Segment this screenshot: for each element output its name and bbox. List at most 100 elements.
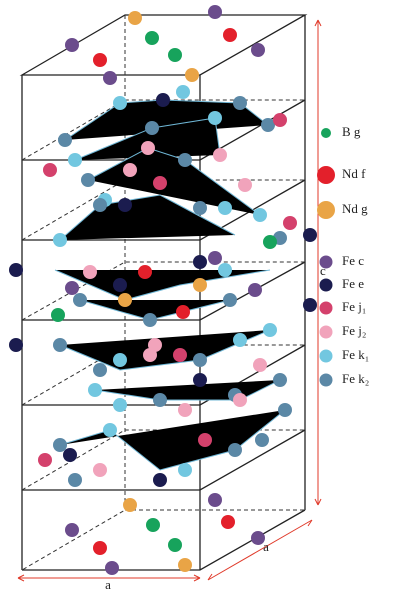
atom — [53, 438, 67, 452]
atom — [81, 173, 95, 187]
legend-marker — [320, 326, 333, 339]
legend-marker — [320, 374, 333, 387]
atom — [93, 198, 107, 212]
legend-marker — [320, 279, 333, 292]
atom — [38, 453, 52, 467]
atom — [65, 281, 79, 295]
atom — [53, 338, 67, 352]
atom — [68, 473, 82, 487]
atom — [223, 293, 237, 307]
atom — [248, 283, 262, 297]
atom — [178, 403, 192, 417]
atom — [146, 518, 160, 532]
atom — [123, 163, 137, 177]
atom — [223, 28, 237, 42]
atom — [93, 363, 107, 377]
atom — [153, 393, 167, 407]
atom — [218, 263, 232, 277]
crystal-diagram: a a c B gNd fNd gFe cFe eFe j₁Fe j₂Fe k₁… — [0, 0, 413, 594]
atom — [233, 393, 247, 407]
legend-label: B g — [342, 124, 361, 139]
atom — [208, 5, 222, 19]
atom — [9, 263, 23, 277]
atom — [178, 558, 192, 572]
atom — [113, 398, 127, 412]
atom — [253, 358, 267, 372]
atom — [193, 255, 207, 269]
atom — [65, 38, 79, 52]
atom — [93, 541, 107, 555]
atom — [148, 338, 162, 352]
atom — [153, 473, 167, 487]
atom — [218, 201, 232, 215]
atom — [83, 265, 97, 279]
atom — [193, 278, 207, 292]
atom — [138, 265, 152, 279]
legend-marker — [317, 201, 335, 219]
atom — [118, 198, 132, 212]
atom — [228, 443, 242, 457]
atom — [283, 216, 297, 230]
legend-label: Fe e — [342, 276, 364, 291]
axis-label: a — [263, 539, 269, 554]
atom — [73, 293, 87, 307]
legend-marker — [320, 256, 333, 269]
atom — [51, 308, 65, 322]
atom — [53, 233, 67, 247]
legend-label: Fe j₂ — [342, 323, 366, 338]
atom — [58, 133, 72, 147]
atom — [88, 383, 102, 397]
atom — [128, 11, 142, 25]
legend-marker — [317, 166, 335, 184]
legend-marker — [320, 350, 333, 363]
atom — [123, 498, 137, 512]
atom — [185, 68, 199, 82]
atom — [213, 148, 227, 162]
atom — [193, 201, 207, 215]
atom — [68, 153, 82, 167]
atom — [103, 71, 117, 85]
atom — [9, 338, 23, 352]
atom — [156, 93, 170, 107]
atom — [263, 235, 277, 249]
atom — [278, 403, 292, 417]
atom — [118, 293, 132, 307]
atom — [43, 163, 57, 177]
atom — [65, 523, 79, 537]
legend-marker — [321, 128, 331, 138]
atom — [251, 43, 265, 57]
atom — [273, 373, 287, 387]
atom — [303, 298, 317, 312]
atom — [221, 515, 235, 529]
atom — [168, 48, 182, 62]
atom — [173, 348, 187, 362]
atom — [145, 121, 159, 135]
atom — [253, 208, 267, 222]
atom — [233, 333, 247, 347]
atom — [273, 113, 287, 127]
atom — [178, 463, 192, 477]
legend-label: Nd g — [342, 201, 368, 216]
atom — [261, 118, 275, 132]
atom — [145, 31, 159, 45]
atom — [303, 228, 317, 242]
atom — [105, 561, 119, 575]
legend-marker — [320, 302, 333, 315]
atom — [168, 538, 182, 552]
atom — [208, 251, 222, 265]
axis-label: a — [105, 577, 111, 592]
atom — [103, 423, 117, 437]
atom — [141, 141, 155, 155]
atom — [93, 463, 107, 477]
atom — [113, 96, 127, 110]
atom — [176, 85, 190, 99]
legend-label: Fe k₁ — [342, 347, 369, 362]
atom — [178, 153, 192, 167]
atom — [176, 305, 190, 319]
atom — [143, 313, 157, 327]
atom — [193, 373, 207, 387]
legend-label: Nd f — [342, 166, 366, 181]
atom — [93, 53, 107, 67]
atom — [63, 448, 77, 462]
